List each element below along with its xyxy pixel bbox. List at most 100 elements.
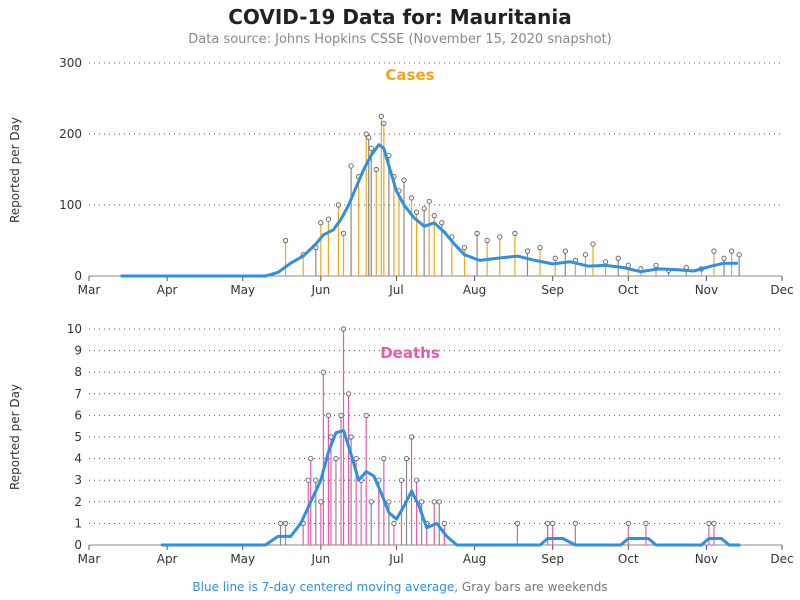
y-tick-label: 0 <box>74 269 82 283</box>
daily-marker <box>653 262 659 268</box>
daily-marker <box>625 520 631 527</box>
x-tick-label: Mar <box>78 283 101 297</box>
moving-average-line <box>160 429 741 547</box>
daily-marker <box>308 455 314 462</box>
x-tick-label: Apr <box>157 283 178 297</box>
x-tick-label: Dec <box>770 283 793 297</box>
daily-marker <box>401 177 407 183</box>
daily-marker <box>711 248 717 254</box>
daily-marker <box>711 520 717 527</box>
y-tick-label: 7 <box>74 387 82 401</box>
daily-marker <box>408 434 415 440</box>
daily-marker <box>721 255 727 261</box>
daily-marker <box>512 230 518 236</box>
y-tick-label: 3 <box>74 473 82 487</box>
daily-marker <box>572 520 578 527</box>
y-tick-label: 4 <box>74 452 82 466</box>
daily-marker <box>366 134 372 141</box>
daily-marker <box>497 234 503 240</box>
moving-average-note: Blue line is 7-day centered moving avera… <box>192 580 459 594</box>
daily-marker <box>340 230 347 236</box>
x-tick-label: May <box>230 283 255 297</box>
y-axis-label: Reported per Day <box>8 117 22 223</box>
daily-marker <box>318 499 324 505</box>
daily-marker <box>381 120 387 126</box>
daily-marker <box>378 113 384 119</box>
daily-marker <box>413 209 420 215</box>
y-tick-label: 1 <box>74 516 82 530</box>
daily-marker <box>348 163 354 169</box>
daily-marker <box>353 455 359 462</box>
y-tick-label: 100 <box>59 198 82 212</box>
y-tick-label: 8 <box>74 365 82 379</box>
daily-marker <box>552 255 558 261</box>
x-tick-label: Jun <box>310 283 330 297</box>
daily-marker <box>363 412 369 418</box>
x-tick-label: Sep <box>541 283 564 297</box>
daily-marker <box>313 477 319 483</box>
x-tick-label: Aug <box>463 552 486 566</box>
y-tick-label: 5 <box>74 430 82 444</box>
page-subtitle: Data source: Johns Hopkins CSSE (Novembe… <box>188 32 612 47</box>
daily-marker <box>419 499 425 505</box>
daily-marker <box>386 499 392 505</box>
daily-marker <box>368 499 374 505</box>
panel-title: Deaths <box>380 344 440 362</box>
daily-marker <box>408 195 415 201</box>
daily-marker <box>363 131 369 137</box>
daily-marker <box>524 248 531 254</box>
daily-marker <box>325 216 331 222</box>
y-tick-label: 200 <box>59 127 82 141</box>
daily-marker <box>537 245 543 251</box>
daily-marker <box>590 241 596 247</box>
daily-marker <box>736 252 742 258</box>
daily-marker <box>333 455 339 462</box>
daily-marker <box>305 477 311 483</box>
x-tick-label: Oct <box>618 552 639 566</box>
daily-marker <box>277 520 284 527</box>
daily-marker <box>320 369 326 375</box>
page-title: COVID-19 Data for: Mauritania <box>228 5 572 29</box>
y-axis-label: Reported per Day <box>8 384 22 490</box>
x-tick-label: Nov <box>695 552 718 566</box>
y-tick-label: 0 <box>74 538 82 552</box>
daily-marker <box>381 455 387 462</box>
daily-marker <box>345 391 352 397</box>
daily-marker <box>439 220 445 226</box>
x-tick-label: Nov <box>695 283 718 297</box>
x-tick-label: Sep <box>541 552 564 566</box>
y-tick-label: 9 <box>74 344 82 358</box>
daily-marker <box>562 248 568 254</box>
daily-marker <box>431 499 437 505</box>
daily-marker <box>602 259 609 265</box>
daily-marker <box>348 434 354 440</box>
y-tick-label: 6 <box>74 408 82 422</box>
daily-marker <box>413 477 420 483</box>
daily-marker <box>484 237 490 244</box>
daily-marker <box>441 520 447 527</box>
daily-marker <box>282 520 289 527</box>
deaths-panel: 0 1 2 3 4 5 6 7 8 9 10 Mar Apr May Jun Jul Aug Sep Oct Nov D… <box>8 322 794 566</box>
panel-title: Cases <box>385 66 434 84</box>
daily-marker <box>615 255 621 261</box>
daily-marker <box>474 230 480 236</box>
daily-marker <box>282 237 289 244</box>
daily-marker <box>436 499 442 505</box>
daily-marker <box>368 145 374 151</box>
daily-marker <box>318 220 324 226</box>
daily-marker <box>391 520 397 527</box>
daily-marker <box>514 520 521 527</box>
daily-marker <box>643 520 649 527</box>
y-tick-label: 10 <box>67 322 82 336</box>
x-tick-label: Jun <box>310 552 330 566</box>
x-tick-label: Jul <box>388 552 403 566</box>
x-tick-label: Aug <box>463 283 486 297</box>
daily-marker <box>426 198 432 205</box>
moving-average-line <box>120 143 739 278</box>
daily-marker <box>340 326 347 332</box>
daily-marker <box>461 245 468 251</box>
daily-marker <box>373 166 379 173</box>
y-tick-label: 2 <box>74 495 82 509</box>
